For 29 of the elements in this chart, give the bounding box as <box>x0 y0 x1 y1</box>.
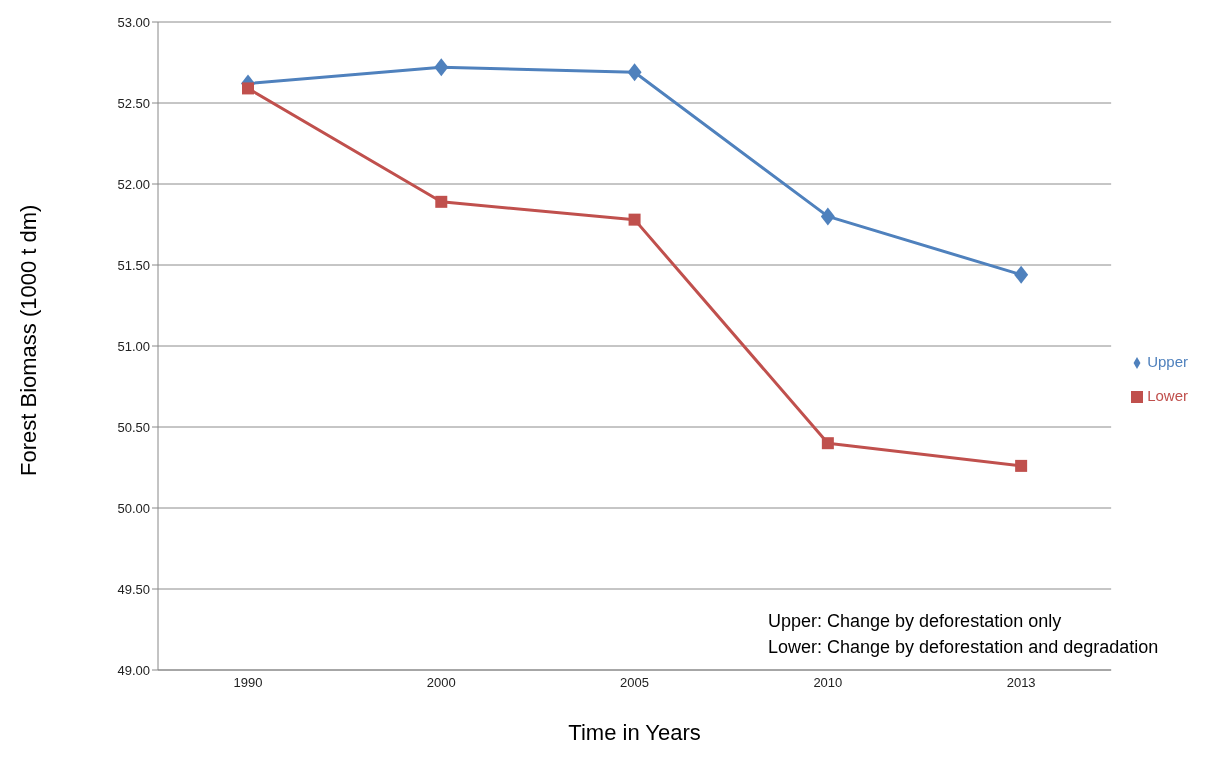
point <box>628 213 641 226</box>
point <box>1015 459 1028 472</box>
y-tick-label: 50.50 <box>117 419 150 435</box>
x-tick-label: 1990 <box>233 675 263 691</box>
y-tick-label: 52.00 <box>117 176 150 192</box>
point <box>1014 265 1029 284</box>
y-tick-label: 51.50 <box>117 257 150 273</box>
x-tick-label: 2005 <box>620 675 650 691</box>
y-tick-label: 49.00 <box>117 662 150 678</box>
point <box>821 437 834 450</box>
y-axis-title: Forest Biomass (1000 t dm) <box>15 204 41 476</box>
point <box>434 58 449 77</box>
annotation: Lower: Change by deforestation and degradation <box>768 636 1159 659</box>
x-tick-label: 2010 <box>813 675 843 691</box>
legend-label: Upper <box>1147 353 1188 370</box>
y-tick-label: 51.00 <box>117 338 150 354</box>
x-tick-label: 2000 <box>426 675 456 691</box>
y-tick-label: 53.00 <box>117 14 150 30</box>
y-tick-label: 50.00 <box>117 500 150 516</box>
point <box>435 195 448 208</box>
y-tick-label: 52.50 <box>117 95 150 111</box>
annotation: Upper: Change by deforestation only <box>768 610 1063 633</box>
legend-label: Lower <box>1147 387 1188 404</box>
point <box>627 63 642 82</box>
point <box>820 207 835 226</box>
point <box>242 82 254 95</box>
x-axis-title: Time in Years <box>568 720 701 745</box>
y-tick-label: 49.50 <box>117 581 150 597</box>
x-tick-label: 2013 <box>1006 675 1036 691</box>
